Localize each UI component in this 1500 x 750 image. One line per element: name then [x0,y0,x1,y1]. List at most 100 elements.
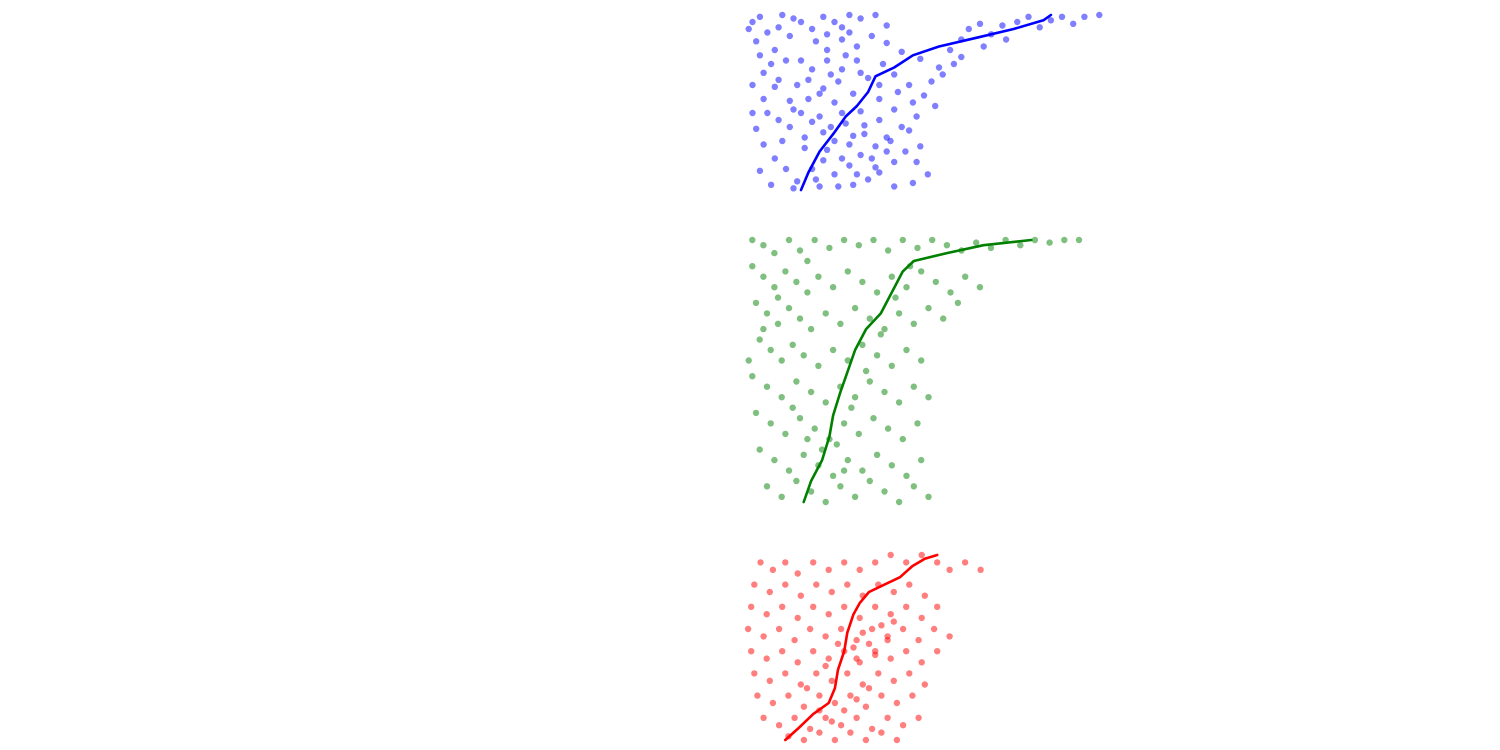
bottom-scatter-point-30 [779,603,786,610]
top-scatter-point-121 [894,88,902,96]
bottom-scatter-point-60 [825,655,832,662]
top-scatter-point-41 [749,109,756,117]
middle-scatter-point-74 [793,378,800,385]
bottom-scatter-point-99 [884,714,891,721]
bottom-scatter-point-45 [806,625,814,633]
middle-scatter-point-98 [785,467,793,474]
top-scatter-point-1 [756,13,764,20]
middle-scatter-point-63 [815,362,822,369]
top-scatter-point-73 [1047,17,1055,24]
middle-scatter-point-75 [807,388,815,396]
middle-scatter-point-67 [873,352,881,359]
middle-scatter-point-112 [822,498,829,506]
top-scatter-point-60 [831,137,838,145]
bottom-scatter-point-31 [794,614,801,622]
bottom-scatter-point-71 [797,681,804,688]
middle-scatter-point-106 [903,472,910,479]
bottom-scatter-point-51 [899,625,907,633]
top-scatter-point-117 [827,71,834,78]
bottom-scatter-point-26 [906,581,913,588]
bottom-scatter-point-10 [903,559,910,566]
middle-scatter-point-113 [837,483,844,490]
bottom-scatter-point-19 [797,592,804,599]
bottom-scatter-point-8 [872,559,879,566]
bottom-scatter-point-113 [878,622,885,629]
middle-trend-line [802,238,1033,504]
middle-scatter-point-94 [899,435,906,443]
bottom-scatter-point-5 [825,566,832,573]
bottom-scatter-point-83 [800,703,808,710]
middle-scatter-point-21 [1046,239,1053,246]
bottom-scatter-point-56 [763,655,770,662]
middle-scatter-point-64 [829,346,837,354]
top-scatter-point-88 [823,46,831,54]
middle-scatter-point-69 [903,346,910,354]
middle-scatter-point-84 [752,409,760,417]
middle-scatter-point-71 [749,373,756,380]
top-scatter-point-3 [753,38,760,45]
top-scatter-point-42 [760,95,767,103]
bottom-scatter-point-55 [748,648,755,655]
top-scatter-point-132 [838,24,846,31]
top-scatter-point-109 [835,183,842,190]
top-scatter-point-116 [805,76,812,84]
top-scatter-point-4 [764,29,771,36]
bottom-scatter-point-77 [890,677,897,684]
middle-scatter-point-0 [749,236,756,244]
middle-scatter-point-31 [829,284,837,291]
middle-scatter-point-76 [822,399,829,406]
bottom-scatter-point-72 [813,670,820,677]
middle-scatter-point-73 [778,394,785,401]
bottom-scatter-point-125 [865,685,873,692]
middle-scatter-point-130 [745,357,752,364]
top-scatter-point-31 [864,176,872,183]
middle-scatter-point-88 [811,425,818,432]
top-scatter-point-57 [846,141,853,148]
bottom-scatter-point-81 [769,699,777,707]
top-scatter-point-39 [760,141,767,148]
middle-scatter-point-17 [987,244,995,252]
bottom-scatter-point-53 [930,625,938,633]
top-scatter-point-107 [872,164,879,171]
top-scatter-point-129 [857,15,864,22]
middle-scatter-point-127 [804,257,811,265]
top-scatter-point-55 [876,169,883,176]
top-scatter-point-81 [935,64,943,71]
top-scatter-point-23 [920,92,928,99]
bottom-scatter-point-68 [751,670,758,677]
middle-scatter-point-61 [789,341,796,348]
top-scatter-point-45 [801,134,808,141]
bottom-scatter-point-17 [766,588,773,596]
top-scatter-point-7 [797,18,805,26]
top-scatter-point-108 [853,171,861,178]
middle-scatter-point-36 [903,284,910,291]
middle-scatter-point-5 [811,236,818,244]
top-scatter-point-69 [999,22,1006,29]
bottom-scatter-point-104 [816,729,823,736]
top-scatter-point-115 [794,81,801,89]
top-scatter-point-110 [816,183,823,190]
bottom-scatter-point-41 [744,625,752,633]
bottom-scatter-point-118 [834,640,842,647]
bottom-scatter-point-89 [893,699,901,707]
top-scatter-point-142 [786,97,793,105]
top-scatter-point-85 [868,32,875,40]
bottom-scatter-point-20 [813,581,820,588]
bottom-scatter-point-21 [828,588,835,596]
top-trend-line [799,13,1053,192]
top-scatter-point-143 [775,76,782,84]
top-scatter-point-80 [958,53,965,61]
top-scatter-point-44 [786,123,793,131]
bottom-trend-line [783,553,939,742]
middle-scatter-point-28 [793,278,800,286]
top-scatter-point-131 [883,22,890,29]
bottom-scatter-point-3 [794,570,801,577]
middle-scatter-point-54 [910,320,917,327]
middle-scatter-point-109 [778,493,785,500]
bottom-scatter-point-111 [859,629,866,636]
middle-scatter-point-55 [925,304,932,312]
middle-scatter-point-58 [756,336,763,343]
top-scatter-point-48 [842,120,849,127]
bottom-scatter-point-116 [872,651,879,659]
top-scatter-point-134 [816,90,823,97]
